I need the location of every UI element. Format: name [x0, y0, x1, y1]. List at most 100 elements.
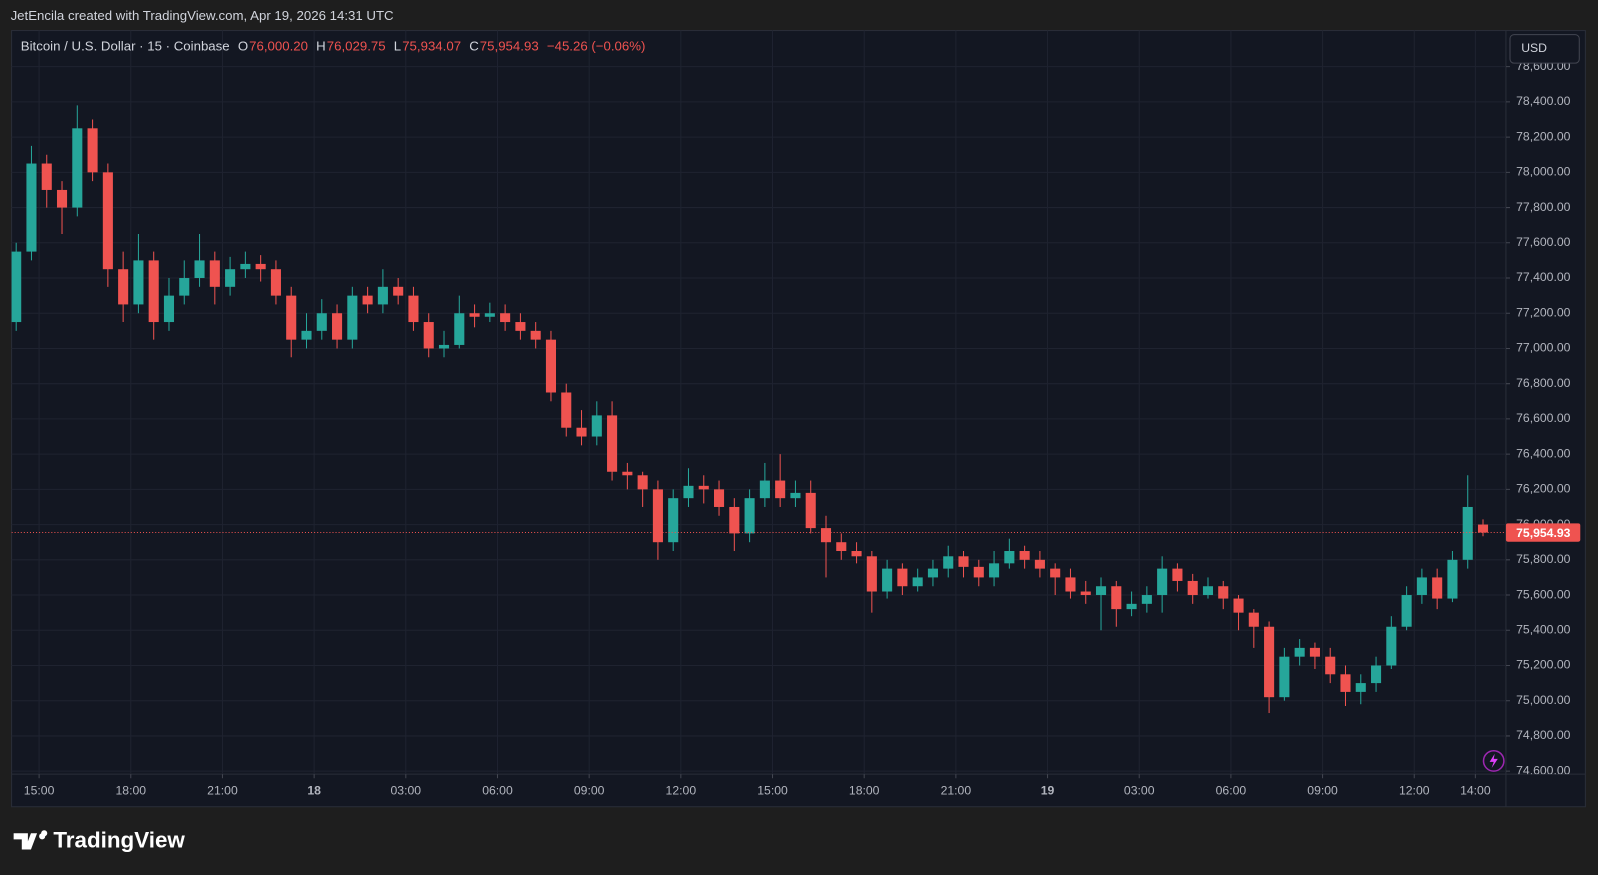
currency-box[interactable]	[1509, 34, 1580, 64]
y-tick-label: 74,800.00	[1516, 728, 1571, 742]
candle-body	[225, 269, 236, 287]
y-tick-label: 77,600.00	[1516, 235, 1571, 249]
candle-body	[1248, 612, 1259, 627]
candle-body	[72, 128, 83, 208]
x-tick-label: 09:00	[1307, 784, 1338, 798]
candle-body	[576, 427, 587, 437]
currency[interactable]: USD	[1521, 41, 1547, 55]
candle-body	[1477, 524, 1489, 533]
candle-body	[41, 163, 52, 190]
ohlc-label: H	[316, 38, 326, 53]
candle-body	[668, 498, 679, 543]
candle-body	[87, 128, 98, 173]
y-tick-label: 75,800.00	[1516, 552, 1571, 566]
candle-body	[1202, 586, 1214, 596]
price-axis: 74,600.00 74,800.00 75,000.00 75,200.00 75,4…	[1505, 59, 1571, 777]
x-tick-label: 12:00	[666, 784, 697, 798]
y-tick-label: 77,000.00	[1516, 341, 1571, 355]
candle-body	[744, 498, 755, 534]
candle-body	[56, 189, 68, 208]
candle-body	[637, 475, 648, 490]
candle-body	[118, 269, 129, 305]
candle-body	[713, 489, 725, 507]
candle-body	[469, 313, 480, 317]
candle-body	[790, 492, 801, 499]
candle-body	[301, 330, 312, 340]
candle-body	[866, 556, 877, 592]
x-tick-label: 12:00	[1399, 784, 1430, 798]
candle-body	[270, 269, 281, 296]
candle-body	[622, 471, 633, 476]
x-tick-label: 18	[307, 784, 321, 798]
x-tick-label: 03:00	[391, 784, 422, 798]
y-tick-label: 78,000.00	[1516, 165, 1571, 179]
candle-body	[591, 415, 602, 437]
candle-body	[897, 568, 908, 587]
candle-body	[561, 392, 572, 428]
grid	[11, 30, 1506, 775]
candles	[11, 105, 1506, 714]
candle-body	[1187, 580, 1198, 596]
candle-body	[1218, 586, 1229, 599]
candle-body	[377, 286, 388, 305]
candle-body	[1355, 683, 1366, 692]
candle-body	[1416, 577, 1427, 596]
candle-body	[1172, 568, 1183, 581]
icon-bolt[interactable]	[1489, 753, 1498, 769]
x-tick-label: 15:00	[757, 784, 788, 798]
candle-body	[851, 551, 862, 557]
candle-body	[179, 278, 190, 296]
candle-body	[1157, 568, 1168, 596]
x-tick-label: 21:00	[207, 784, 238, 798]
time-axis: 15:00 18:00 21:00 18 03:00 06:00 09:00 12:00 15:…	[24, 774, 1491, 798]
y-tick-label: 76,800.00	[1516, 376, 1571, 390]
candle-body	[240, 263, 251, 270]
candle-body	[11, 251, 22, 323]
candle-body	[912, 577, 923, 587]
currency-button[interactable]: USD	[1509, 34, 1580, 64]
logo-dot[interactable]	[39, 833, 46, 840]
candle-body	[1401, 595, 1412, 627]
last-price-tag	[1505, 523, 1581, 542]
candle-body	[1019, 551, 1030, 560]
candle-body	[102, 172, 113, 270]
candle-body	[286, 295, 297, 340]
candle-body	[332, 313, 343, 340]
candle-body	[958, 556, 969, 567]
change: −45.26 (−0.06%)	[547, 38, 646, 53]
x-tick-label: 03:00	[1124, 784, 1155, 798]
ohlc-value: 76,029.75	[327, 38, 386, 53]
footer-logo[interactable]: TradingView	[13, 827, 186, 852]
candle-body	[1264, 626, 1275, 698]
brand[interactable]: TradingView	[53, 827, 185, 852]
y-tick-label: 75,400.00	[1516, 622, 1571, 636]
candle-body	[484, 313, 495, 317]
candle-body	[163, 295, 175, 323]
assistant-icon[interactable]	[1482, 749, 1505, 772]
logo-mark[interactable]	[13, 830, 48, 850]
y-tick-label: 74,600.00	[1516, 763, 1571, 777]
y-tick-label: 78,400.00	[1516, 94, 1571, 108]
y-tick-label: 77,800.00	[1516, 200, 1571, 214]
candle-body	[729, 506, 740, 534]
ohlc-value: 75,954.93	[480, 38, 539, 53]
candle-body	[26, 163, 37, 252]
candle-body	[1095, 586, 1107, 596]
last-price-label: 75,954.93	[1516, 526, 1571, 540]
y-tick-label: 76,600.00	[1516, 411, 1571, 425]
x-tick-label: 09:00	[574, 784, 605, 798]
icon-circle[interactable]	[1482, 749, 1505, 772]
candle-body	[194, 260, 205, 279]
candle-body	[1462, 506, 1473, 560]
candle-body	[1386, 626, 1397, 666]
candle-body	[347, 295, 358, 340]
candle-body	[1233, 598, 1244, 613]
y-tick-label: 76,200.00	[1516, 482, 1571, 496]
y-tick-label: 77,400.00	[1516, 270, 1571, 284]
ohlc-label: L	[394, 38, 401, 53]
y-tick-label: 75,200.00	[1516, 658, 1571, 672]
symbol: Bitcoin / U.S. Dollar · 15 · Coinbase	[21, 38, 230, 53]
candle-body	[1279, 656, 1290, 698]
x-tick-label: 18:00	[115, 784, 146, 798]
